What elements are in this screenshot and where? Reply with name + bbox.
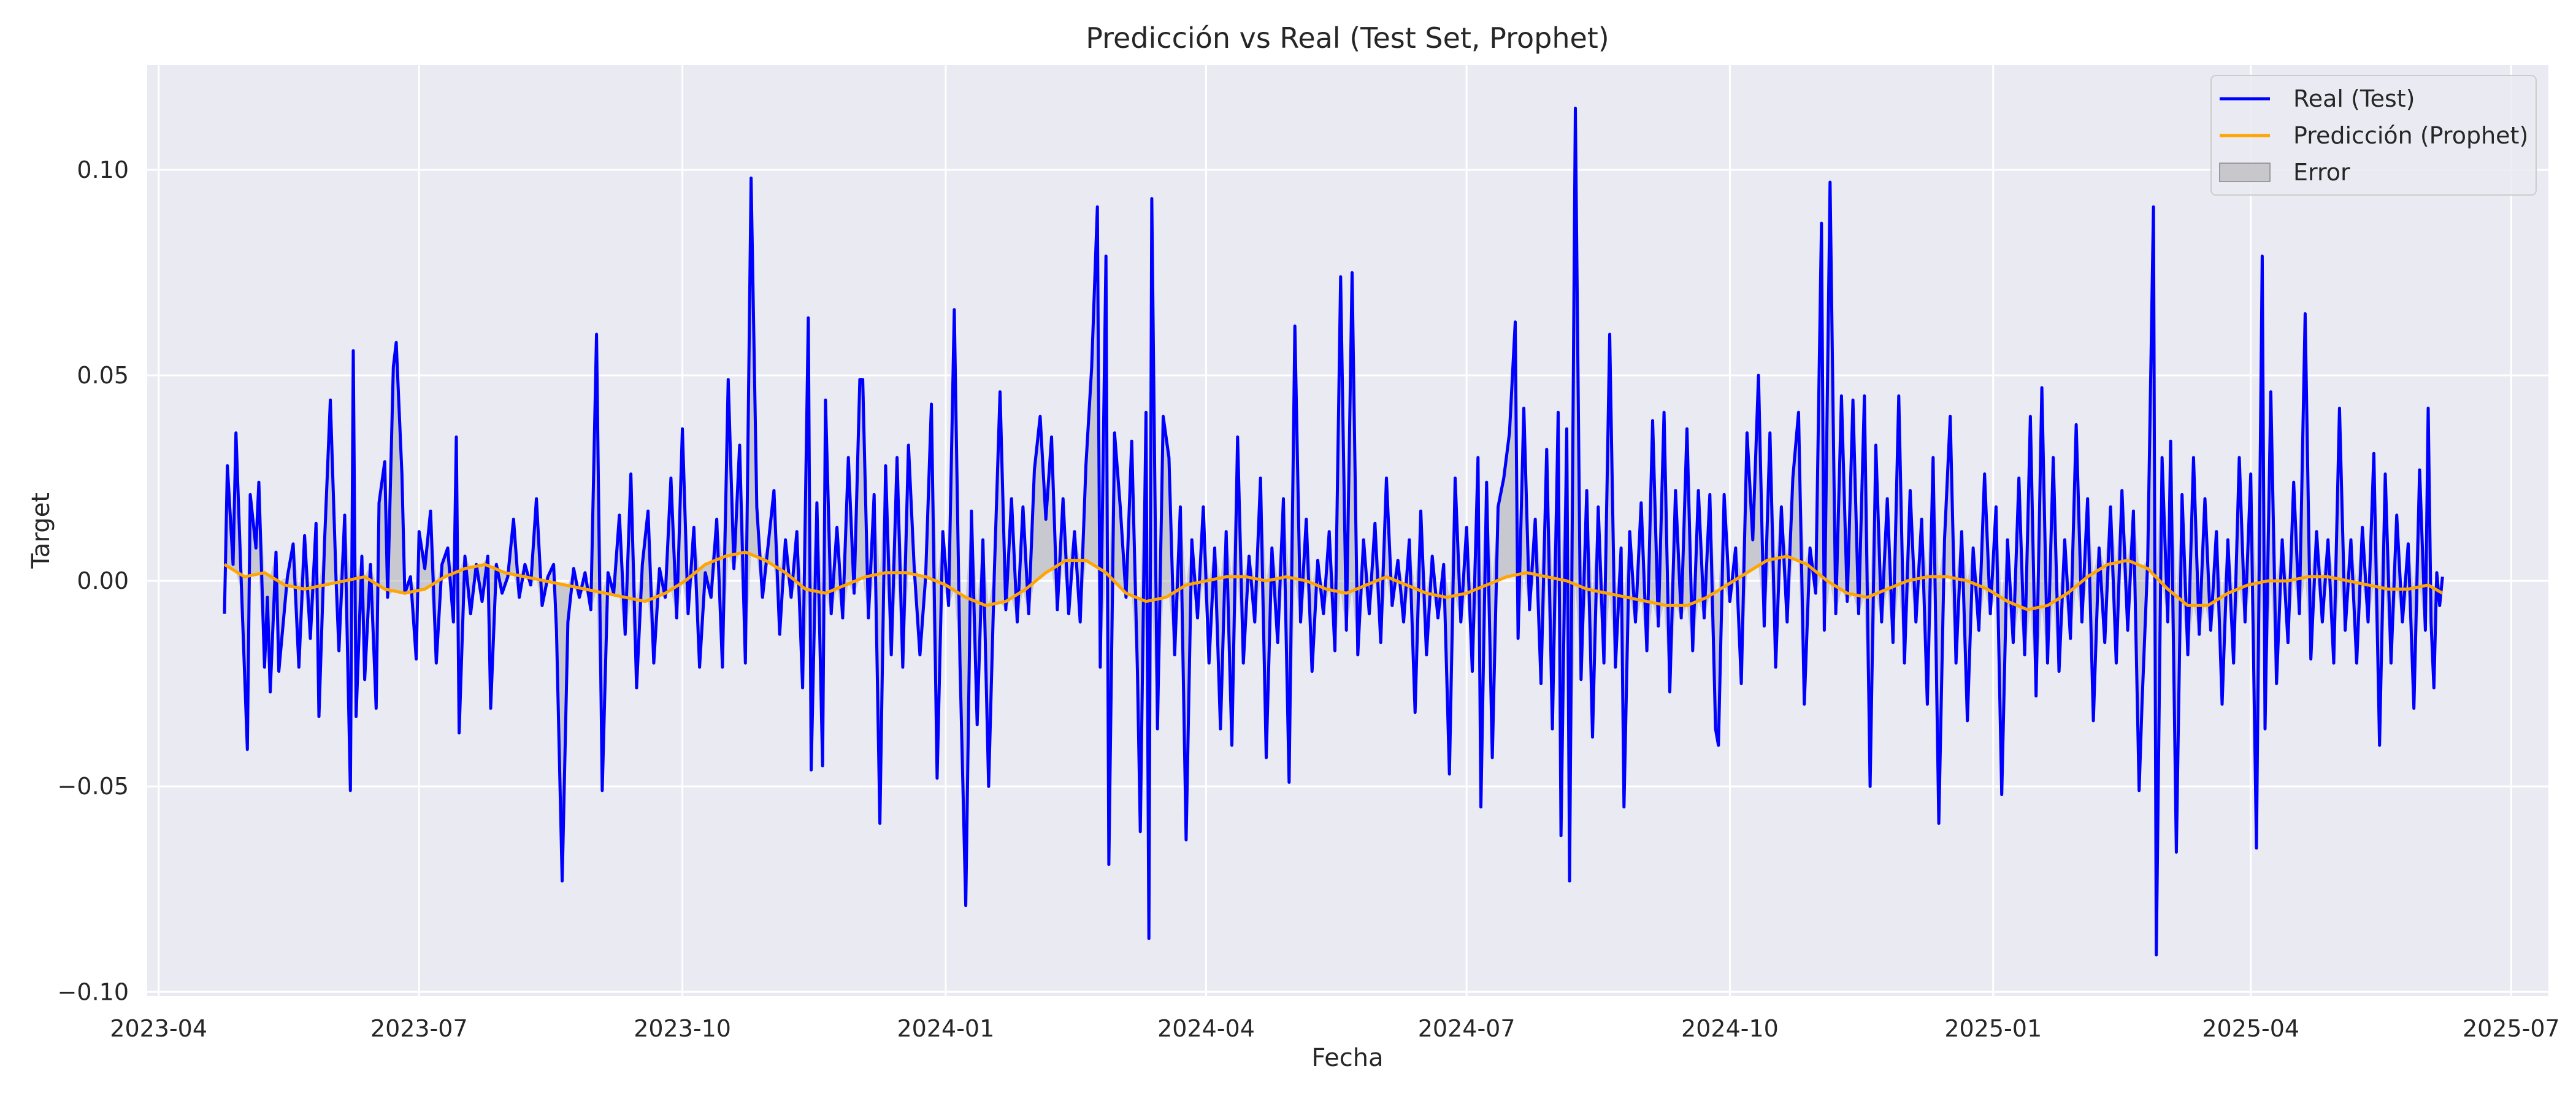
y-tick-label: −0.05 <box>58 773 129 800</box>
x-tick-label: 2024-07 <box>1418 1015 1516 1042</box>
real-series <box>223 106 2444 957</box>
x-tick-label: 2025-07 <box>2463 1015 2560 1042</box>
y-tick-label: 0.10 <box>77 156 129 183</box>
y-axis-label: Target <box>27 493 55 569</box>
x-tick-label: 2023-07 <box>370 1015 468 1042</box>
x-axis-label: Fecha <box>1311 1044 1383 1072</box>
y-tick-label: −0.10 <box>58 978 129 1005</box>
x-tick-label: 2023-04 <box>110 1015 207 1042</box>
prediction-series <box>223 550 2444 611</box>
x-tick-label: 2024-04 <box>1157 1015 1255 1042</box>
y-tick-label: 0.00 <box>77 567 129 594</box>
y-axis-ticks: 0.10 0.05 0.00 −0.05 −0.10 <box>58 156 129 1005</box>
x-tick-label: 2023-10 <box>634 1015 731 1042</box>
legend-box <box>2210 75 2537 196</box>
legend-swatch <box>2219 163 2271 182</box>
chart-title: Predicción vs Real (Test Set, Prophet) <box>1086 21 1609 55</box>
y-tick-label: 0.05 <box>77 362 129 389</box>
legend-label: Error <box>2293 159 2350 186</box>
x-tick-label: 2024-01 <box>897 1015 994 1042</box>
x-axis-ticks: 2023-04 2023-07 2023-10 2024-01 2024-04 2024-… <box>110 1015 2559 1042</box>
real-test-line <box>223 106 2444 957</box>
legend-label: Real (Test) <box>2293 85 2415 112</box>
x-tick-label: 2025-04 <box>2202 1015 2299 1042</box>
x-tick-label: 2024-10 <box>1681 1015 1779 1042</box>
x-tick-label: 2025-01 <box>1944 1015 2042 1042</box>
prediction-line <box>223 550 2444 611</box>
legend: Real (Test) Predicción (Prophet) Error <box>2210 75 2537 196</box>
legend-label: Predicción (Prophet) <box>2293 122 2528 149</box>
